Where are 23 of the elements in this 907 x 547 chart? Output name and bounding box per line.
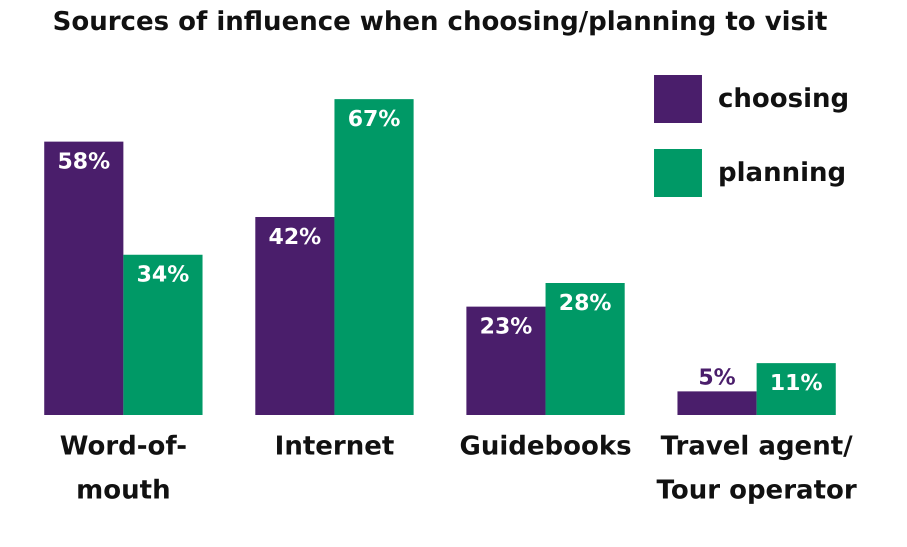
x-tick-label: Travel agent/ Tour operator [656,432,857,506]
bar [334,99,414,415]
bar [44,142,124,415]
x-tick-label: Guidebooks [459,432,632,462]
bar [123,254,203,415]
data-label: 58% [57,150,110,175]
x-tick-label: Internet [274,432,394,462]
chart-title: Sources of influence when choosing/planning to visit [52,7,828,37]
data-label: 67% [348,107,400,132]
bar [756,363,836,415]
data-label: 28% [558,291,612,316]
bar [677,391,757,415]
x-tick-label: Word-of- mouth [60,432,188,506]
bar [466,306,546,415]
legend-label: planning [718,158,846,188]
data-label: 23% [480,314,532,340]
bar [255,217,334,415]
data-label: 42% [268,225,322,250]
legend-label: choosing [718,84,850,114]
data-label: 11% [770,371,823,396]
bar [546,283,625,415]
data-label: 5% [698,365,736,390]
data-label: 34% [136,262,190,288]
